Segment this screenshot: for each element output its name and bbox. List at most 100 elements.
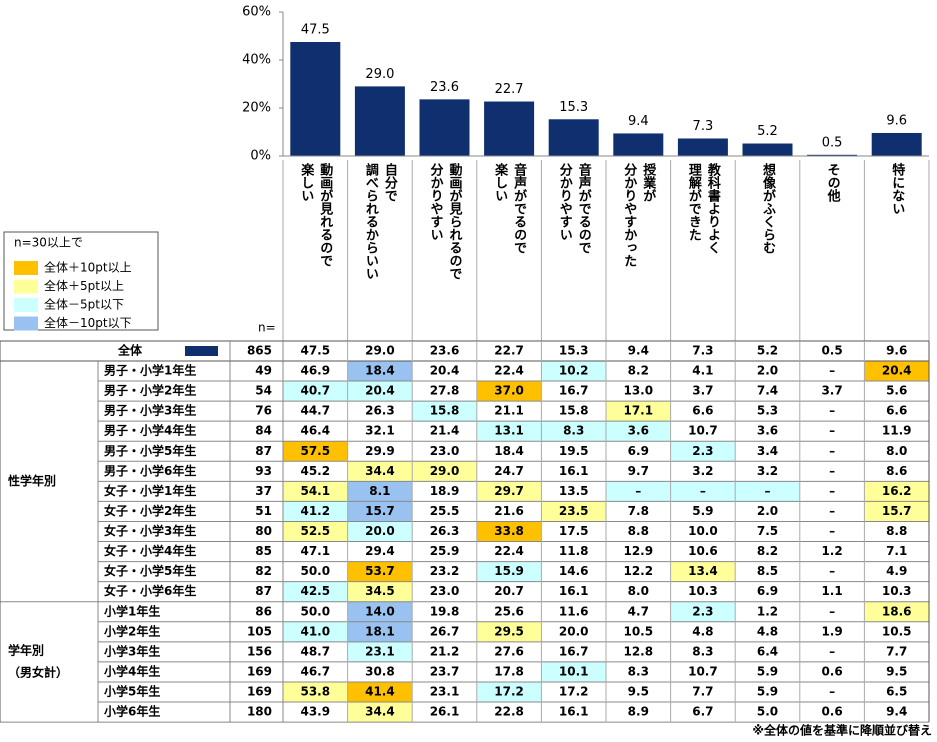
category-line: 調べられるからいい xyxy=(362,163,378,280)
cell: 29.7 xyxy=(494,484,524,498)
overall-swatch xyxy=(185,346,218,356)
highlight-cell xyxy=(476,561,542,582)
cell: 15.9 xyxy=(494,564,524,578)
n-value: 76 xyxy=(255,404,272,418)
cell: – xyxy=(829,604,835,618)
highlight-cell xyxy=(347,702,413,723)
cell: 7.8 xyxy=(628,504,649,518)
cell: 41.0 xyxy=(300,624,330,638)
cell: – xyxy=(829,464,835,478)
highlight-cell xyxy=(347,501,413,522)
cell: 18.1 xyxy=(365,624,395,638)
cell: 17.5 xyxy=(559,524,589,538)
row-label: 小学1年生 xyxy=(104,603,160,618)
cell: 23.1 xyxy=(430,684,460,698)
category-line: 動画が見られるので xyxy=(446,163,462,280)
cell: 42.5 xyxy=(300,584,330,598)
row-label: 女子・小学2年生 xyxy=(104,503,196,518)
cell: 16.2 xyxy=(882,484,912,498)
category-label: 動画が見れるので 楽しい xyxy=(283,163,348,341)
cell: 6.9 xyxy=(628,444,649,458)
value-label: 47.5 xyxy=(301,23,330,38)
legend-label: 全体＋5pt以上 xyxy=(44,278,124,293)
cell: – xyxy=(829,564,835,578)
category-label: 授業が 分かりやすかった xyxy=(606,163,671,341)
cell: 44.7 xyxy=(300,404,330,418)
cell: – xyxy=(829,424,835,438)
category-label: 教科書よりよく 理解ができた xyxy=(671,163,736,341)
cell: 41.2 xyxy=(300,504,330,518)
cell: 7.1 xyxy=(886,544,907,558)
cell: 4.8 xyxy=(692,624,713,638)
bar xyxy=(548,119,599,156)
cell: 15.7 xyxy=(365,504,395,518)
category-line: 音声がでるので xyxy=(575,163,591,254)
highlight-cell xyxy=(476,681,542,703)
cell: 8.6 xyxy=(886,464,907,478)
cell: 11.9 xyxy=(882,424,912,438)
cell: 9.5 xyxy=(886,664,907,678)
n-value: 169 xyxy=(247,684,272,698)
row-label: 女子・小学3年生 xyxy=(104,523,196,538)
cell: 9.5 xyxy=(628,684,649,698)
cell: 27.6 xyxy=(494,644,524,658)
cell: 6.6 xyxy=(692,404,713,418)
cell: 13.5 xyxy=(559,484,589,498)
row-label: 女子・小学1年生 xyxy=(104,483,196,498)
cell: 16.1 xyxy=(559,705,589,719)
highlight-cell xyxy=(347,521,413,542)
category-line: 音声がでるので xyxy=(511,163,527,254)
category-line: その他 xyxy=(824,163,840,202)
n-value: 85 xyxy=(255,544,272,558)
category-line: 分かりやすい xyxy=(556,163,572,241)
cell: 13.0 xyxy=(623,384,653,398)
cell: 1.1 xyxy=(821,584,842,598)
highlight-cell xyxy=(283,681,348,703)
row-label: 女子・小学4年生 xyxy=(104,543,196,558)
cell: 1.2 xyxy=(757,604,778,618)
cell: 30.8 xyxy=(365,664,395,678)
category-label: 動画が見られるので 分かりやすい xyxy=(412,163,477,341)
cell: 4.9 xyxy=(886,564,907,578)
category-line: 教科書よりよく xyxy=(704,163,720,254)
cell: 10.5 xyxy=(623,624,653,638)
bar xyxy=(354,86,405,156)
group-label: 学年別 xyxy=(8,642,44,657)
highlight-cell xyxy=(283,501,348,522)
cell: – xyxy=(829,444,835,458)
cell: 17.1 xyxy=(623,404,653,418)
category-line: 楽しい xyxy=(298,163,314,202)
highlight-cell xyxy=(864,481,929,502)
cell: 23.7 xyxy=(430,664,460,678)
highlight-cell xyxy=(283,581,348,602)
highlight-cell xyxy=(347,601,413,622)
cell: 5.9 xyxy=(757,664,778,678)
cell: 9.6 xyxy=(886,344,907,358)
cell: 10.0 xyxy=(688,524,718,538)
n-header: n= xyxy=(258,321,276,335)
cell: 6.7 xyxy=(692,705,713,719)
cell: 34.4 xyxy=(365,464,395,478)
cell: 23.0 xyxy=(430,444,460,458)
value-label: 0.5 xyxy=(822,135,843,150)
cell: 11.6 xyxy=(559,604,589,618)
cell: 14.0 xyxy=(365,604,395,618)
cell: 26.3 xyxy=(430,524,460,538)
cell: 33.8 xyxy=(494,524,524,538)
highlight-cell xyxy=(670,481,736,502)
n-value: 37 xyxy=(255,484,272,498)
cell: 12.2 xyxy=(623,564,653,578)
cell: – xyxy=(829,684,835,698)
cell: 9.4 xyxy=(628,344,649,358)
cell: 53.7 xyxy=(365,564,395,578)
category-text: 想像がふくらむ xyxy=(758,163,777,341)
category-line: 想像がふくらむ xyxy=(759,163,775,254)
legend-swatch xyxy=(14,316,38,331)
cell: 20.0 xyxy=(559,624,589,638)
cell: 8.0 xyxy=(628,584,649,598)
n-value: 169 xyxy=(247,664,272,678)
cell: 0.6 xyxy=(821,664,842,678)
legend-label: 全体－5pt以下 xyxy=(44,297,124,312)
cell: 7.7 xyxy=(886,644,907,658)
value-label: 29.0 xyxy=(365,67,394,82)
